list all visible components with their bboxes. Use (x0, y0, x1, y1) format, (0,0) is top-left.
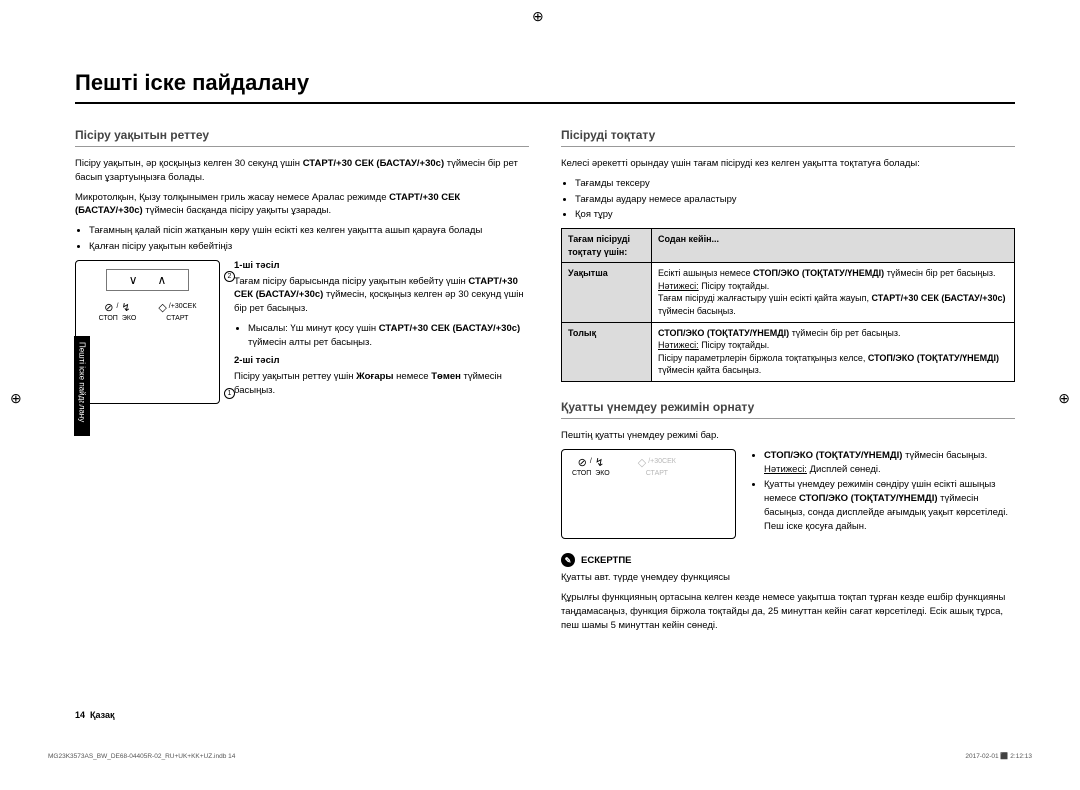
left-column: Пісіру уақытын реттеу Пісіру уақытын, әр… (75, 128, 529, 638)
note-heading: ✎ ЕСКЕРТПЕ (561, 553, 1015, 567)
up-arrow-icon: ∧ (158, 274, 167, 286)
control-buttons-row: ⊘ / ↯ СТОП ЭКО (99, 303, 197, 322)
start-icon: ◇ (638, 458, 646, 469)
right-bullets: Тағамды тексеру Тағамды аудару немесе ар… (561, 177, 1015, 222)
page-footer: 14 Қазақ (75, 710, 115, 720)
start-button-dim: ◇ /+30СЕК СТАРТ (638, 458, 676, 477)
callout-2: 2 (224, 271, 235, 282)
note-p2: Құрылғы функцияның ортасына келген кезде… (561, 591, 1015, 632)
subrule (75, 146, 529, 147)
row-head: Толық (562, 322, 652, 381)
start-icon: ◇ (158, 303, 166, 314)
method-2-text: Пісіру уақытын реттеу үшін Жоғары немесе… (234, 370, 529, 398)
start-button: ◇ /+30СЕК СТАРТ (158, 303, 196, 322)
page-content: Пешті іске пайдалану Пісіру уақытын ретт… (75, 70, 1015, 720)
table-cell: Есікті ашыңыз немесе СТОП/ЭКО (ТОҚТАТУ/Ү… (652, 263, 1015, 322)
eco-bullets: СТОП/ЭКО (ТОҚТАТУ/ҮНЕМДІ) түймесін басың… (750, 449, 1015, 540)
stop-eco-button: ⊘ / ↯ СТОП ЭКО (99, 303, 137, 322)
table-row: Уақытша Есікті ашыңыз немесе СТОП/ЭКО (Т… (562, 263, 1015, 322)
down-arrow-icon: ∨ (129, 274, 138, 286)
table-header: Тағам пісіруді тоқтату үшін: (562, 229, 652, 263)
callout-1: 1 (224, 388, 235, 399)
stop-icon: ⊘ (104, 303, 113, 314)
panel-and-methods: 2 1 ∨ ∧ ⊘ / ↯ (75, 260, 529, 404)
right-subhead-1: Пісіруді тоқтату (561, 128, 1015, 142)
table-cell: СТОП/ЭКО (ТОҚТАТУ/ҮНЕМДІ) түймесін бір р… (652, 322, 1015, 381)
page-title: Пешті іске пайдалану (75, 70, 1015, 96)
crop-mark-top: ⊕ (532, 8, 544, 25)
subrule (561, 418, 1015, 419)
note-p1: Қуатты авт. түрде үнемдеу функциясы (561, 571, 1015, 585)
method-1-text: Тағам пісіру барысында пісіру уақытын кө… (234, 275, 529, 316)
right-subhead-2: Қуатты үнемдеу режимін орнату (561, 400, 1015, 414)
method-2-head: 2-ші тәсіл (234, 355, 529, 366)
list-item: Қоя тұру (575, 208, 1015, 222)
list-item: Мысалы: Үш минут қосу үшін СТАРТ/+30 СЕК… (248, 322, 529, 350)
subrule (561, 146, 1015, 147)
list-item: Қуатты үнемдеу режимін сөндіру үшін есік… (764, 478, 1015, 533)
method-1-list: Мысалы: Үш минут қосу үшін СТАРТ/+30 СЕК… (234, 322, 529, 350)
list-item: Қалған пісіру уақытын көбейтіңіз (89, 240, 529, 254)
stop-eco-button: ⊘ / ↯ СТОП ЭКО (572, 458, 610, 477)
methods-text: 1-ші тәсіл Тағам пісіру барысында пісіру… (234, 260, 529, 404)
crop-mark-left: ⊕ (10, 390, 22, 407)
left-bullets: Тағамның қалай пісіп жатқанын көру үшін … (75, 224, 529, 254)
eco-panel-row: ⊘ / ↯ СТОП ЭКО ◇ / (561, 449, 1015, 540)
right-paragraph-1: Келесі әрекетті орындау үшін тағам пісір… (561, 157, 1015, 171)
note-icon: ✎ (561, 553, 575, 567)
right-paragraph-2: Пештің қуатты үнемдеу режимі бар. (561, 429, 1015, 443)
control-panel-diagram: 2 1 ∨ ∧ ⊘ / ↯ (75, 260, 220, 404)
arrow-buttons: ∨ ∧ (106, 269, 190, 291)
table-row: Толық СТОП/ЭКО (ТОҚТАТУ/ҮНЕМДІ) түймесін… (562, 322, 1015, 381)
stop-cooking-table: Тағам пісіруді тоқтату үшін: Содан кейін… (561, 228, 1015, 382)
list-item: СТОП/ЭКО (ТОҚТАТУ/ҮНЕМДІ) түймесін басың… (764, 449, 1015, 477)
crop-mark-right: ⊕ (1058, 390, 1070, 407)
stop-icon: ⊘ (578, 458, 587, 469)
eco-icon: ↯ (121, 303, 130, 314)
left-paragraph-1: Пісіру уақытын, әр қосқыңыз келген 30 се… (75, 157, 529, 185)
list-item: Тағамды аудару немесе араластыру (575, 193, 1015, 207)
list-item: Тағамның қалай пісіп жатқанын көру үшін … (89, 224, 529, 238)
print-footer-right: 2017-02-01 ⬛ 2:12:13 (965, 752, 1032, 760)
title-rule (75, 102, 1015, 104)
left-paragraph-2: Микротолқын, Қызу толқынымен гриль жасау… (75, 191, 529, 219)
print-footer-left: MG23K3573AS_BW_DE68-04405R-02_RU+UK+KK+U… (48, 753, 235, 760)
eco-icon: ↯ (595, 458, 604, 469)
list-item: Тағамды тексеру (575, 177, 1015, 191)
table-header: Содан кейін... (652, 229, 1015, 263)
method-1-head: 1-ші тәсіл (234, 260, 529, 271)
eco-panel-diagram: ⊘ / ↯ СТОП ЭКО ◇ / (561, 449, 736, 540)
right-column: Пісіруді тоқтату Келесі әрекетті орындау… (561, 128, 1015, 638)
row-head: Уақытша (562, 263, 652, 322)
left-subhead: Пісіру уақытын реттеу (75, 128, 529, 142)
